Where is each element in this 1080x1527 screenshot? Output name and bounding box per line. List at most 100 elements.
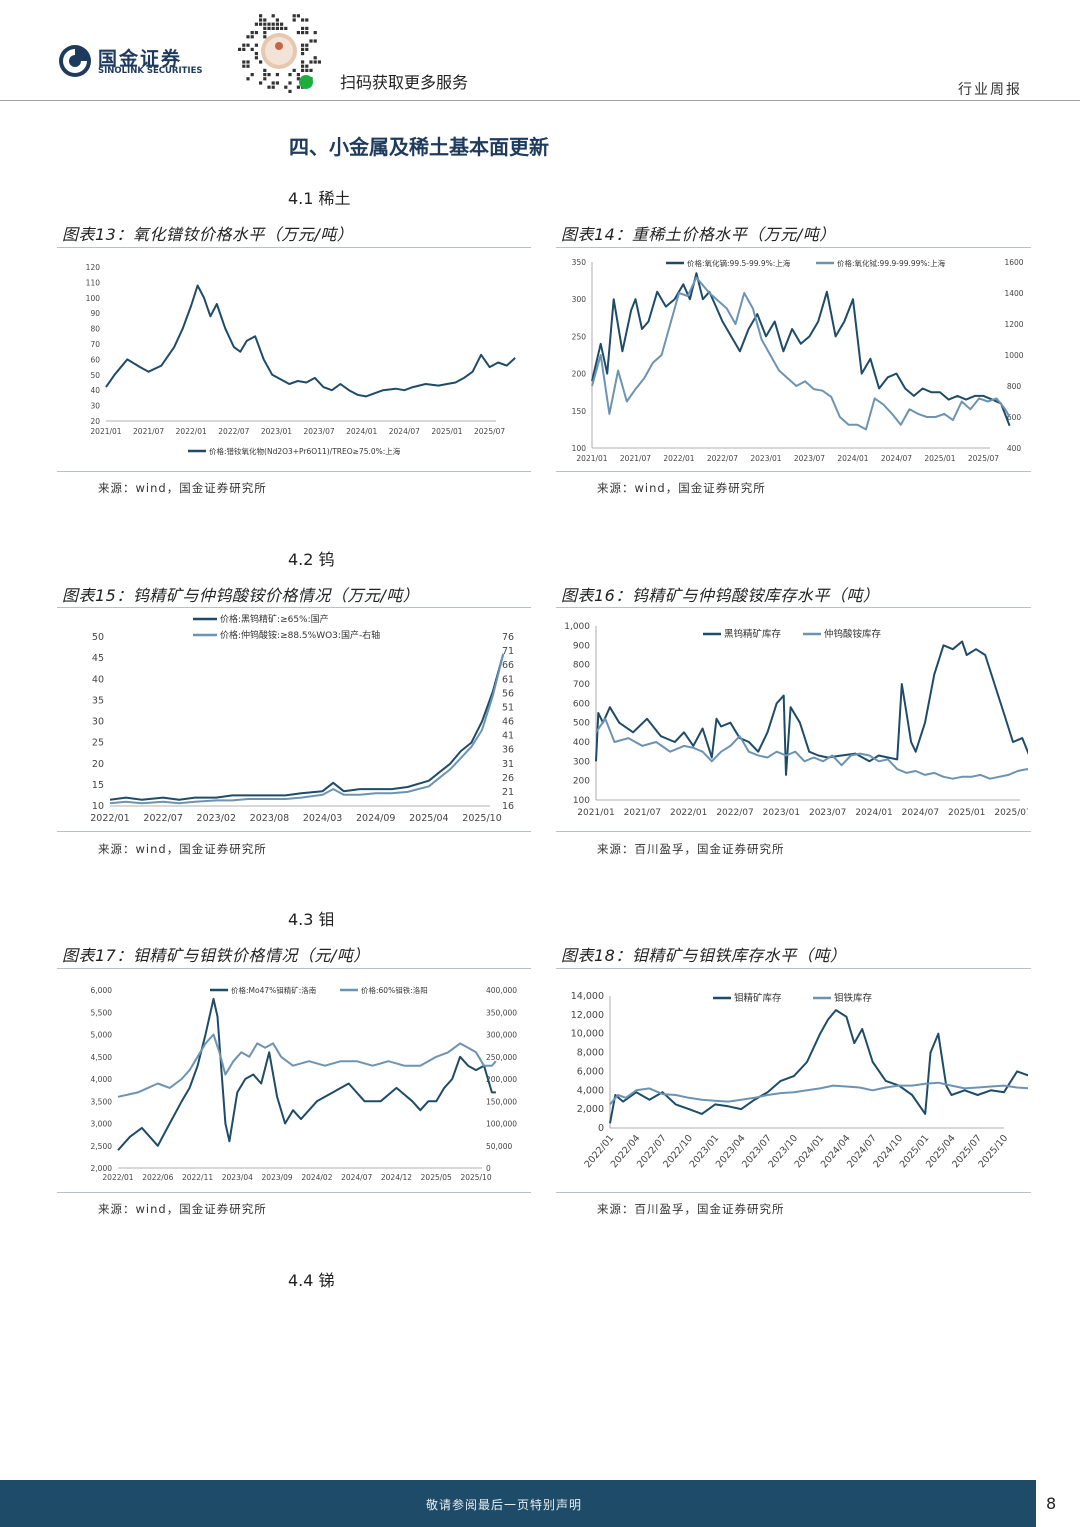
figure-14-top-rule	[556, 247, 1031, 248]
figure-13-bottom-rule	[57, 471, 531, 472]
x-tick-label: 2024/01	[855, 808, 892, 818]
legend-label: 钼精矿库存	[734, 992, 782, 1004]
y-tick-label: 110	[86, 278, 101, 287]
y-right-tick-label: 50,000	[486, 1142, 512, 1151]
x-tick-label: 2025/04	[409, 813, 448, 824]
legend-label: 价格:黑钨精矿:≥65%:国产	[220, 613, 329, 625]
y-tick-label: 12,000	[571, 1010, 604, 1021]
y-tick-label: 10,000	[571, 1029, 604, 1040]
legend-label: 钼铁库存	[834, 992, 873, 1004]
y-right-tick-label: 76	[502, 632, 514, 643]
footer-notice[interactable]: 敬请参阅最后一页特别声明	[426, 1498, 583, 1512]
y-tick-label: 90	[90, 309, 100, 318]
y-right-tick-label: 150,000	[486, 1097, 517, 1106]
y-tick-label: 600	[573, 699, 590, 709]
figure-16-title: 图表16：钨精矿与仲钨酸铵库存水平（吨）	[561, 586, 880, 605]
y-tick-label: 20	[92, 759, 104, 770]
x-tick-label: 2022/01	[670, 808, 707, 818]
x-tick-label: 2024/07	[881, 454, 912, 463]
legend-label: 价格:Mo47%钼精矿:洛南	[231, 985, 317, 995]
x-tick-label: 2021/01	[576, 454, 607, 463]
y-tick-label: 4,000	[577, 1085, 604, 1096]
chart-heavy-rare-earth-price: 350 300 250 200 150 100 1600 1400 1200 1000 800 600…	[572, 258, 1024, 463]
series-line-1	[609, 1009, 1028, 1124]
section-title: 四、小金属及稀土基本面更新	[289, 135, 549, 159]
figure-15-source: 来源：wind，国金证券研究所	[98, 842, 267, 856]
y-tick-label: 5,000	[91, 1031, 113, 1040]
y-tick-label: 500	[573, 719, 590, 729]
brand-name-cn: 国金证券	[98, 48, 183, 70]
x-tick-label: 2024/09	[356, 813, 395, 824]
x-tick-label: 2022/07	[707, 454, 738, 463]
subsection-rare-earth: 4.1 稀土	[288, 189, 351, 208]
brand-logo-icon	[58, 44, 92, 78]
y-tick-label: 300	[572, 295, 587, 304]
legend-label: 价格:氧化铽:99.9-99.99%:上海	[837, 258, 946, 268]
x-tick-label: 2023/01	[763, 808, 800, 818]
chart-tungsten-price: 50 45 40 35 30 25 20 15 10 76 71 66 61 56 51 46 41 36 31 26…	[90, 613, 514, 824]
figure-13-source: 来源：wind，国金证券研究所	[98, 481, 267, 495]
series-line-2	[109, 653, 505, 805]
y-tick-label: 350	[572, 258, 587, 267]
figure-13-title: 图表13：氧化镨钕价格水平（万元/吨）	[62, 225, 354, 244]
y-right-tick-label: 56	[502, 688, 514, 699]
y-tick-label: 120	[86, 263, 101, 272]
chart-tungsten-inventory: 1,000 900 800 700 600 500 400 300 200 100 2021/01 2…	[564, 622, 1028, 818]
y-tick-label: 200	[572, 370, 587, 379]
y-right-tick-label: 26	[502, 773, 514, 784]
y-tick-label: 2,500	[91, 1142, 113, 1151]
y-tick-label: 50	[90, 371, 100, 380]
x-tick-label: 2023/07	[809, 808, 846, 818]
y-tick-label: 900	[573, 641, 590, 651]
y-tick-label: 0	[598, 1123, 604, 1134]
x-tick-label: 2022/07	[218, 427, 249, 436]
y-tick-label: 60	[90, 355, 100, 364]
y-right-tick-label: 400,000	[486, 986, 517, 995]
x-tick-label: 2025/07	[994, 808, 1028, 818]
x-tick-label: 2022/07	[716, 808, 753, 818]
series-line-2	[117, 1033, 497, 1098]
y-tick-label: 6,000	[91, 986, 113, 995]
figure-16-bottom-rule	[556, 831, 1031, 832]
series-line-1	[117, 997, 496, 1151]
x-tick-label: 2025/10	[462, 813, 501, 824]
x-tick-label: 2021/07	[133, 427, 164, 436]
brand-name-en: SINOLINK SECURITIES	[98, 66, 203, 76]
legend-label: 价格:仲钨酸铵:≥88.5%WO3:国产-右轴	[220, 629, 380, 641]
y-right-tick-label: 71	[502, 646, 514, 657]
x-tick-label: 2025/07	[968, 454, 999, 463]
figure-17-title: 图表17：钼精矿与钼铁价格情况（元/吨）	[62, 946, 370, 965]
y-tick-label: 25	[92, 738, 104, 749]
y-right-tick-label: 250,000	[486, 1053, 517, 1062]
y-tick-label: 15	[92, 780, 104, 791]
chart-molybdenum-price: 6,000 5,500 5,000 4,500 4,000 3,500 3,000 2,500…	[91, 985, 518, 1182]
y-tick-label: 4,000	[91, 1075, 113, 1084]
figure-16-source: 来源：百川盈孚，国金证券研究所	[597, 842, 785, 856]
legend-label: 价格:镨钕氧化物(Nd2O3+Pr6O11)/TREO≥75.0%:上海	[209, 446, 401, 456]
y-tick-label: 100	[572, 444, 587, 453]
x-tick-label: 2021/07	[624, 808, 661, 818]
subsection-tungsten: 4.2 钨	[288, 550, 335, 569]
header-divider	[0, 100, 1080, 101]
y-right-tick-label: 46	[502, 717, 514, 728]
x-tick-label: 2024/01	[837, 454, 868, 463]
y-right-tick-label: 400	[1007, 444, 1022, 453]
legend-label: 价格:氧化镝:99.5-99.9%:上海	[687, 258, 791, 268]
y-tick-label: 100	[573, 796, 590, 806]
y-right-tick-label: 0	[486, 1164, 491, 1173]
x-tick-label: 2025/05	[421, 1173, 452, 1182]
x-tick-label: 2024/12	[381, 1173, 412, 1182]
y-tick-label: 30	[90, 402, 100, 411]
x-tick-label: 2025/07	[474, 427, 505, 436]
qr-code-icon[interactable]	[236, 8, 322, 94]
y-tick-label: 40	[90, 386, 100, 395]
x-tick-label: 2023/07	[304, 427, 335, 436]
x-tick-label: 2025/01	[924, 454, 955, 463]
x-tick-label: 2021/01	[90, 427, 121, 436]
x-tick-label: 2023/08	[250, 813, 289, 824]
series-line-1	[105, 284, 516, 398]
figure-16-top-rule	[556, 607, 1031, 608]
y-right-tick-label: 1200	[1004, 320, 1023, 329]
y-tick-label: 50	[92, 632, 104, 643]
x-tick-label: 2025/01	[431, 427, 462, 436]
